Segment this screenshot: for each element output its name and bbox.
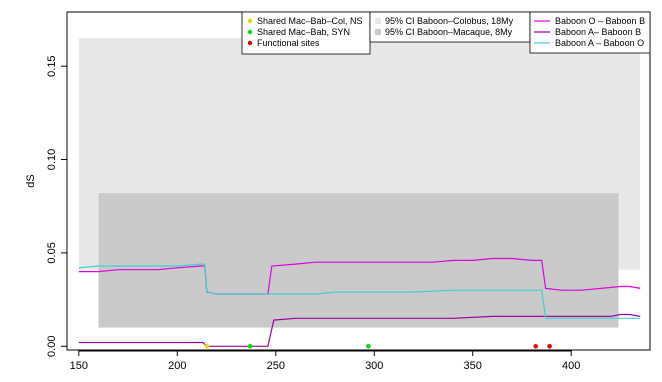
legend-box-1 bbox=[369, 11, 531, 43]
x-tick-label-2: 250 bbox=[267, 360, 285, 372]
legend-label-0-1: Shared Mac–Bab, SYN bbox=[257, 27, 350, 37]
x-axis: 150 200 250 300 350 400 bbox=[70, 350, 580, 372]
x-tick-label-1: 200 bbox=[168, 360, 186, 372]
series-line-2 bbox=[78, 263, 641, 319]
y-tick-label-3: 0.15 bbox=[46, 55, 58, 76]
legend-label-1-1: 95% CI Baboon–Macaque, 8My bbox=[385, 27, 513, 37]
legend-label-0-2: Functional sites bbox=[257, 38, 320, 48]
legend-label-0-0: Shared Mac–Bab–Col, NS bbox=[257, 16, 363, 26]
legend-swatch-1-0 bbox=[375, 18, 381, 24]
legend-swatch-1-1 bbox=[375, 29, 381, 35]
y-axis: 0.00 0.05 0.10 0.15 bbox=[46, 55, 67, 357]
site-point-0 bbox=[204, 343, 210, 349]
y-tick-label-2: 0.10 bbox=[46, 149, 58, 170]
site-point-3 bbox=[533, 343, 539, 349]
site-point-2 bbox=[366, 343, 371, 349]
legend-label-2-1: Baboon A– Baboon B bbox=[555, 27, 641, 37]
legend-label-2-2: Baboon A – Baboon O bbox=[555, 38, 644, 48]
legend-swatch-0-0 bbox=[247, 18, 253, 24]
legend-label-2-0: Baboon O – Baboon B bbox=[555, 16, 645, 26]
site-markers bbox=[204, 343, 552, 349]
series-line-0 bbox=[78, 257, 641, 295]
y-tick-label-0: 0.00 bbox=[46, 336, 58, 357]
legend-box-0 bbox=[241, 11, 371, 55]
ci-bands bbox=[78, 38, 641, 328]
legend-swatch-0-1 bbox=[247, 29, 253, 35]
legend-swatch-0-2 bbox=[247, 40, 253, 46]
site-point-4 bbox=[547, 343, 552, 349]
x-tick-label-0: 150 bbox=[70, 360, 88, 372]
x-tick-label-3: 300 bbox=[365, 360, 383, 372]
x-tick-label-4: 350 bbox=[464, 360, 482, 372]
x-tick-label-5: 400 bbox=[562, 360, 580, 372]
site-point-1 bbox=[247, 343, 253, 349]
legend-label-1-0: 95% CI Baboon–Colobus, 18My bbox=[385, 16, 514, 26]
y-tick-label-1: 0.05 bbox=[46, 242, 58, 263]
y-axis-title: dS bbox=[25, 174, 37, 187]
